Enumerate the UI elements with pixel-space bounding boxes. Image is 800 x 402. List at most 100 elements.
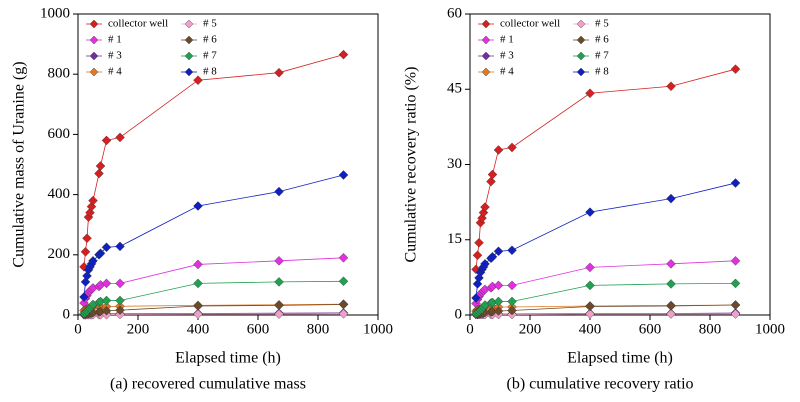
- data-point: [338, 253, 349, 263]
- legend-label: # 8: [595, 66, 609, 78]
- data-point: [115, 295, 125, 306]
- y-tick-label: 1000: [40, 5, 70, 21]
- data-point: [507, 280, 517, 291]
- legend-label: collector well: [500, 18, 560, 30]
- legend-label: # 3: [500, 50, 514, 62]
- data-point: [585, 262, 595, 273]
- y-tick-label: 30: [447, 156, 462, 172]
- legend-marker: [184, 19, 194, 29]
- x-tick-label: 1000: [755, 321, 785, 337]
- y-axis-label: Cumulative mass of Uranine (g): [11, 61, 28, 267]
- data-point: [101, 278, 112, 289]
- x-tick-label: 200: [519, 321, 542, 337]
- data-point: [585, 309, 595, 319]
- legend-marker: [89, 51, 99, 61]
- series-line: [475, 68, 736, 270]
- legend-label: # 4: [108, 66, 122, 78]
- series-line: [83, 174, 344, 297]
- data-point: [471, 293, 481, 303]
- series-line: [475, 260, 736, 304]
- data-point: [193, 75, 203, 86]
- legend-label: collector well: [108, 18, 168, 30]
- data-point: [730, 64, 741, 74]
- legend-marker: [184, 67, 194, 77]
- y-tick-label: 200: [48, 246, 71, 262]
- data-point: [480, 202, 490, 212]
- legend-label: # 1: [108, 34, 122, 46]
- data-point: [585, 88, 595, 99]
- legend-marker: [89, 67, 99, 77]
- x-tick-label: 400: [187, 321, 210, 337]
- data-point: [95, 248, 106, 259]
- data-point: [474, 237, 484, 248]
- data-point: [493, 296, 504, 307]
- legend-marker: [184, 51, 194, 61]
- data-point: [487, 252, 498, 262]
- legend-marker: [481, 35, 491, 45]
- data-point: [507, 305, 517, 316]
- legend-marker: [481, 51, 491, 61]
- data-point: [666, 309, 676, 319]
- data-point: [115, 305, 125, 315]
- caption: (a) recovered cumulative mass: [110, 376, 306, 393]
- series-line: [475, 182, 736, 298]
- data-point: [338, 170, 349, 180]
- legend-label: # 7: [203, 50, 217, 62]
- legend-marker: [481, 67, 491, 77]
- y-tick-label: 400: [48, 186, 71, 202]
- data-point: [193, 201, 203, 211]
- data-point: [193, 278, 203, 289]
- data-point: [480, 259, 490, 269]
- data-point: [115, 278, 125, 289]
- legend-marker: [184, 35, 194, 45]
- data-point: [193, 309, 203, 319]
- legend-marker: [576, 19, 586, 29]
- data-point: [487, 169, 498, 180]
- legend-label: # 6: [203, 34, 217, 46]
- data-point: [193, 301, 203, 311]
- legend-label: # 6: [595, 34, 609, 46]
- series-line: [83, 257, 344, 304]
- legend-marker: [576, 35, 586, 45]
- plot-frame: [469, 13, 771, 316]
- data-point: [666, 279, 676, 289]
- data-point: [493, 246, 504, 257]
- data-point: [666, 259, 676, 269]
- x-tick-label: 400: [579, 321, 602, 337]
- data-point: [493, 145, 504, 155]
- legend-marker: [576, 67, 586, 77]
- data-point: [101, 135, 112, 146]
- x-tick-label: 0: [74, 321, 82, 337]
- data-point: [79, 292, 89, 302]
- data-point: [585, 207, 595, 217]
- legend-label: # 8: [203, 66, 217, 78]
- x-tick-label: 800: [699, 321, 722, 337]
- data-point: [730, 278, 741, 289]
- data-point: [493, 306, 504, 316]
- x-tick-label: 600: [247, 321, 270, 337]
- data-point: [274, 309, 284, 319]
- series-line: [83, 54, 344, 267]
- data-point: [338, 309, 349, 319]
- legend-label: # 5: [203, 18, 217, 30]
- data-point: [507, 245, 517, 256]
- data-point: [101, 306, 112, 316]
- data-point: [338, 49, 349, 60]
- y-tick-label: 0: [63, 306, 71, 322]
- legend-marker: [89, 19, 99, 29]
- y-tick-label: 45: [447, 81, 462, 97]
- data-point: [274, 186, 284, 197]
- x-tick-label: 0: [466, 321, 474, 337]
- y-tick-label: 800: [48, 66, 71, 82]
- data-point: [472, 250, 483, 261]
- data-point: [477, 213, 487, 223]
- data-point: [94, 168, 104, 179]
- data-point: [666, 81, 676, 92]
- y-axis-label: Cumulative recovery ratio (%): [403, 67, 420, 263]
- data-point: [115, 241, 125, 252]
- plot: 0 200 400 600 800 1000 0 200 400 600 800 1000 Elapse…: [11, 5, 393, 392]
- data-point: [338, 299, 349, 310]
- legend-label: # 1: [500, 34, 514, 46]
